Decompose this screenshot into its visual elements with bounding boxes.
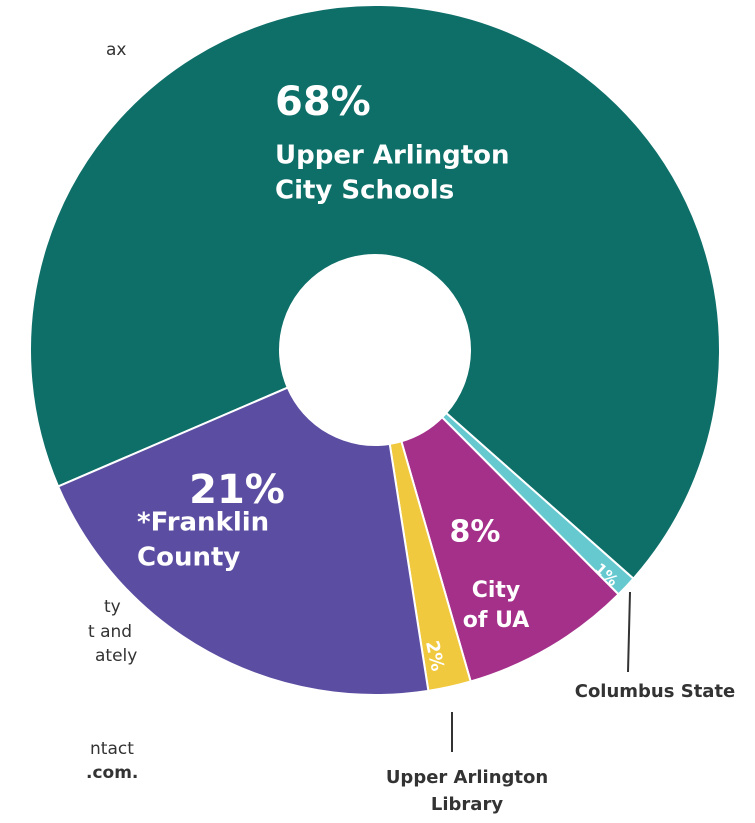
- side-fragment: .com.: [86, 763, 138, 783]
- callout-label: Columbus State: [575, 681, 736, 702]
- slice-label: Upper Arlington: [275, 141, 510, 171]
- side-fragment: ately: [95, 646, 137, 666]
- slice-label: County: [137, 543, 240, 573]
- side-fragment: ax: [106, 40, 126, 60]
- side-fragment: t and: [88, 622, 132, 642]
- side-fragment: ty: [104, 597, 121, 617]
- slice-label: of UA: [463, 608, 530, 633]
- side-fragment: ntact: [90, 739, 134, 759]
- slice-label: City: [472, 578, 521, 603]
- callout-label: Library: [431, 794, 503, 815]
- slice-label: *Franklin: [137, 508, 269, 538]
- leader-line: [627, 591, 631, 673]
- callout-label: Upper Arlington: [386, 767, 548, 788]
- value-label: 8%: [450, 515, 501, 550]
- value-label: 21%: [189, 467, 285, 513]
- slice-label: City Schools: [275, 176, 454, 206]
- donut-hole: [280, 255, 470, 445]
- value-label: 68%: [275, 79, 371, 125]
- donut: [29, 4, 721, 696]
